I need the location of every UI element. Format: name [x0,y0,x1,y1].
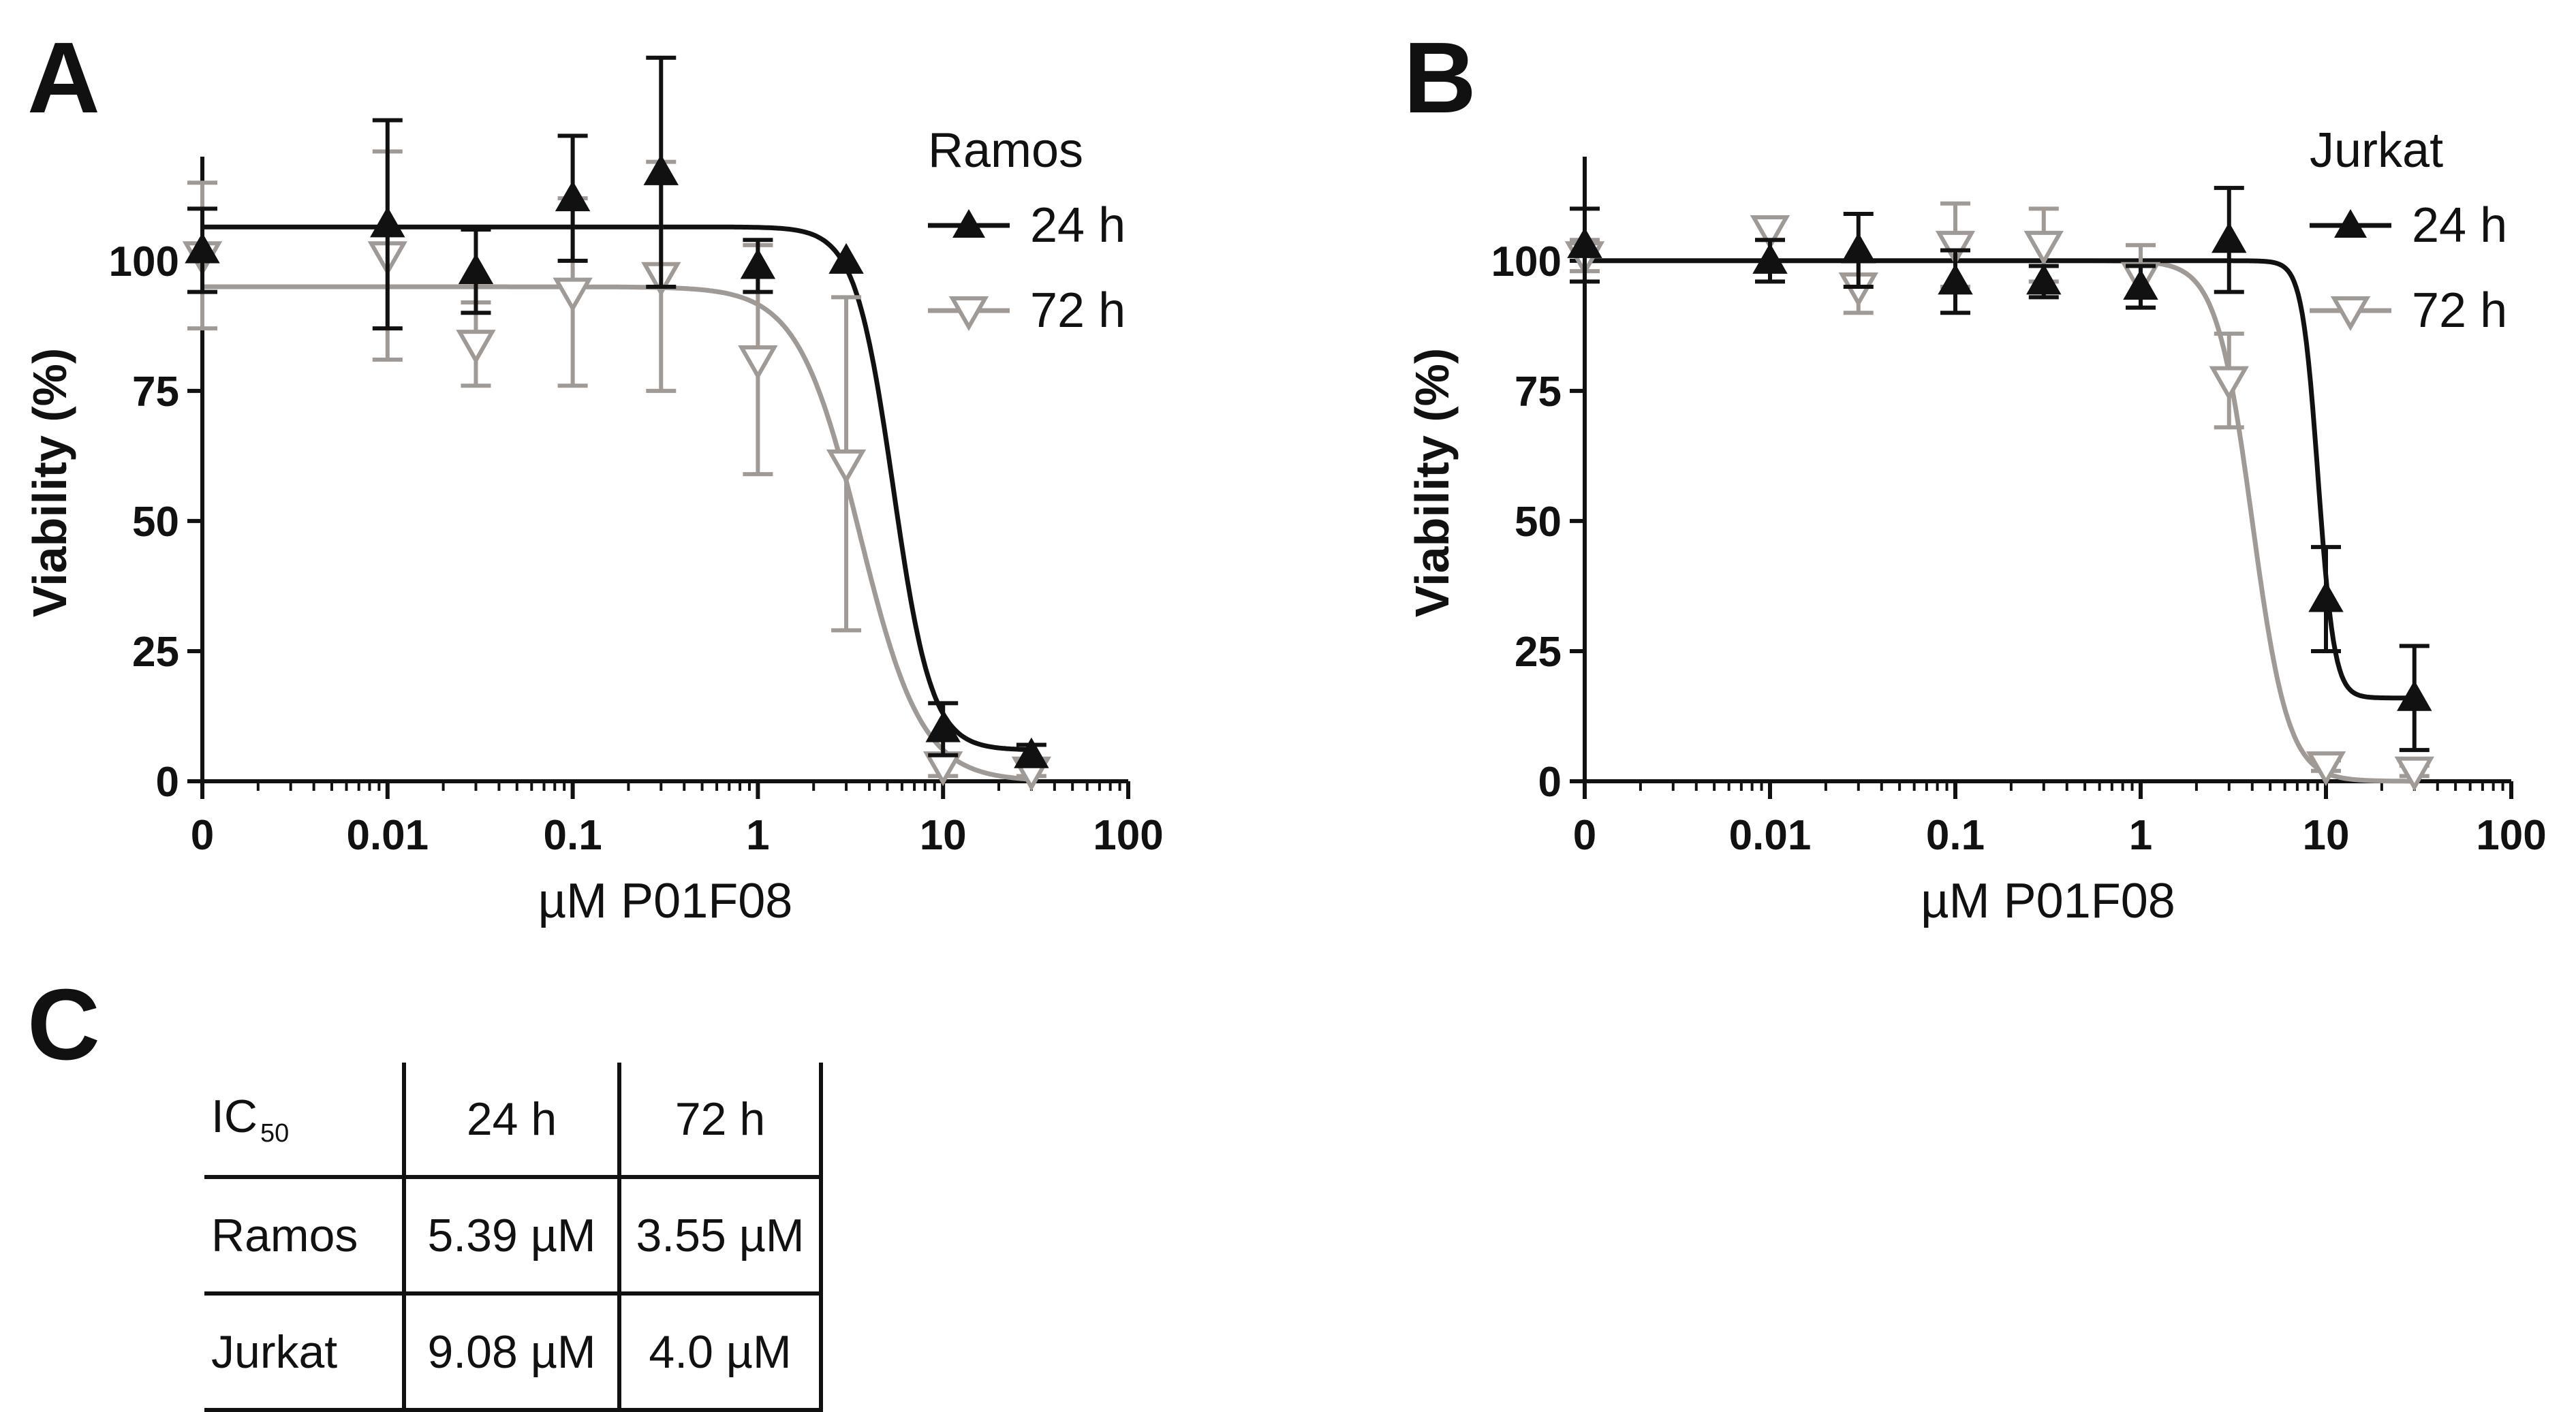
legend-title: Jurkat [2310,123,2443,178]
table-row-label: Jurkat [204,1293,406,1412]
x-tick-label: 1 [746,812,769,859]
x-tick-label: 0 [191,812,214,859]
legend-marker [2330,296,2371,332]
data-point [740,248,776,279]
x-tick-label: 0.1 [1926,812,1985,859]
data-point [828,242,864,274]
chart-jurkat: 0 25 50 75 100 0 0.01 0.1 1 10 100 µM P01F08 Viabili… [1406,123,2547,928]
data-point [2212,222,2247,253]
y-tick-label: 100 [109,238,179,285]
data-point [2394,756,2434,791]
data-point [2026,264,2062,295]
y-tick-label: 0 [1538,759,1562,806]
table-cell: 5.39 µM [404,1177,621,1296]
data-point [925,711,961,742]
ic-subscript: 50 [260,1118,290,1148]
y-tick-label: 25 [1515,629,1562,676]
data-point [2209,366,2249,401]
data-point [1841,232,1876,264]
table-header-72h: 72 h [619,1063,823,1179]
data-point [370,206,405,238]
x-axis-title: µM P01F08 [1921,874,2175,928]
y-tick-label: 50 [132,499,179,546]
ic-label: IC [211,1090,258,1142]
data-point [2397,680,2432,711]
y-tick-label: 25 [132,629,179,676]
legend-marker [2334,209,2367,238]
data-point [1935,230,1976,266]
x-tick-label: 0.01 [1729,812,1812,859]
y-tick-label: 75 [1515,368,1562,415]
legend-label: 24 h [1030,198,1126,253]
y-tick-label: 50 [1515,499,1562,546]
table-row: Ramos 5.39 µM 3.55 µM [204,1177,823,1296]
x-tick-label: 10 [2303,812,2350,859]
data-point [185,232,220,264]
y-tick-label: 100 [1491,238,1562,285]
data-point [456,330,496,365]
table-row-label: Ramos [204,1177,406,1296]
x-tick-label: 0.1 [543,812,602,859]
data-point [458,253,494,285]
legend-label: 72 h [2412,283,2507,338]
x-tick-label: 100 [2476,812,2546,859]
fit-curve-72h [1585,258,2415,784]
table-cell: 3.55 µM [619,1177,823,1296]
data-point [2123,269,2158,300]
fit-curve-72h [202,284,1032,782]
y-axis-title: Viability (%) [1406,348,1459,617]
x-tick-label: 0 [1573,812,1596,859]
ic50-table: IC 50 24 h 72 h Ramos 5.39 µM 3.55 µM Jur… [204,1063,823,1412]
data-point [555,181,591,212]
table-cell: 9.08 µM [404,1293,621,1412]
legend-label: 24 h [2412,198,2507,253]
data-point [1567,227,1602,258]
x-tick-label: 0.01 [346,812,429,859]
data-point [1938,264,1973,295]
table-header-row: IC 50 24 h 72 h [204,1063,823,1179]
data-point [1752,242,1788,274]
data-point [2023,230,2064,266]
x-axis-title: µM P01F08 [538,874,793,928]
data-point [2308,581,2344,612]
y-axis-title: Viability (%) [23,348,76,617]
data-point [738,345,778,381]
table-corner-cell: IC 50 [204,1063,406,1179]
table-row: Jurkat 9.08 µM 4.0 µM [204,1293,823,1412]
panel-letter-c: C [27,969,100,1081]
fit-curve-24h [202,224,1032,753]
legend-marker [952,209,985,238]
fit-curve-24h [1585,258,2415,701]
legend-title: Ramos [928,123,1083,178]
panel-letter-a: A [27,22,100,134]
data-point [1014,737,1049,768]
panel-letter-b: B [1403,22,1476,134]
data-point [553,277,593,313]
x-tick-label: 1 [2129,812,2152,859]
data-point [826,449,867,484]
y-tick-label: 75 [132,368,179,415]
data-point [1750,215,1790,251]
table-header-24h: 24 h [404,1063,621,1179]
y-tick-label: 0 [156,759,179,806]
x-tick-label: 10 [920,812,967,859]
chart-ramos: 0 25 50 75 100 0 0.01 0.1 1 10 100 µM P01F08 Viabili… [23,55,1164,928]
legend-marker [948,296,989,332]
table-cell: 4.0 µM [619,1293,823,1412]
data-point [2306,751,2346,787]
x-tick-label: 100 [1093,812,1163,859]
data-point [643,154,679,185]
legend-label: 72 h [1030,283,1126,338]
